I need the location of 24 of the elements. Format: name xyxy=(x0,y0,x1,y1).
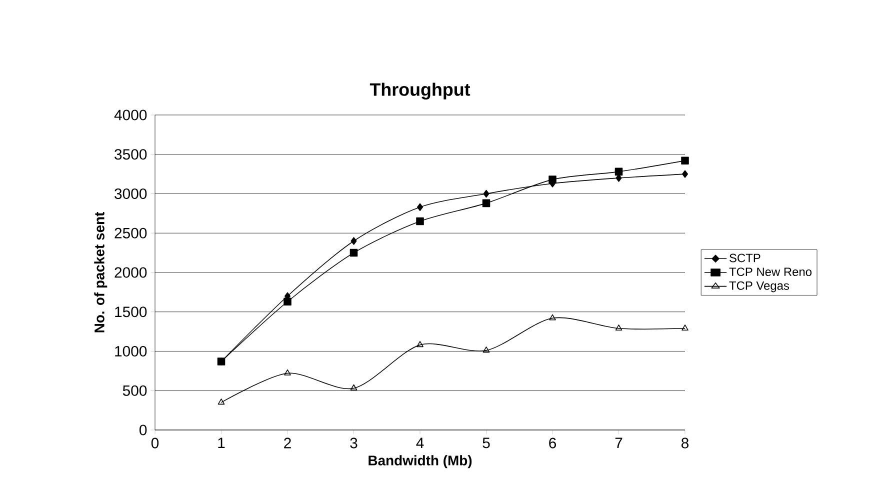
x-tick-label: 3 xyxy=(350,438,358,448)
y-tick-label: 1500 xyxy=(115,306,147,318)
y-axis-title: No. of packet sent xyxy=(94,212,108,332)
y-tick-label: 2500 xyxy=(114,228,147,238)
y-tick-label: 2000 xyxy=(114,267,147,278)
y-tick-label: 0 xyxy=(140,424,147,436)
x-tick-label: 6 xyxy=(549,438,556,448)
legend-label: TCP New Reno xyxy=(729,268,812,276)
y-tick-label: 500 xyxy=(122,385,147,396)
x-tick-label: 4 xyxy=(416,438,424,448)
y-tick-label: 1000 xyxy=(115,346,147,357)
y-tick-label: 3500 xyxy=(114,149,147,160)
x-axis-title: Bandwidth (Mb) xyxy=(368,455,472,468)
x-tick-label: 7 xyxy=(615,438,622,448)
legend-label: TCP Vegas xyxy=(729,281,790,292)
x-tick-label: 2 xyxy=(284,438,291,448)
legend-label: SCTP xyxy=(730,254,760,262)
y-tick-label: 4000 xyxy=(114,110,147,120)
x-tick-label: 1 xyxy=(218,438,225,448)
x-tick-label: 5 xyxy=(482,438,490,448)
y-tick-label: 3000 xyxy=(114,188,147,200)
x-tick-label: 8 xyxy=(682,438,689,448)
chart-title: Throughput xyxy=(370,82,470,100)
x-tick-label: 0 xyxy=(151,438,159,448)
